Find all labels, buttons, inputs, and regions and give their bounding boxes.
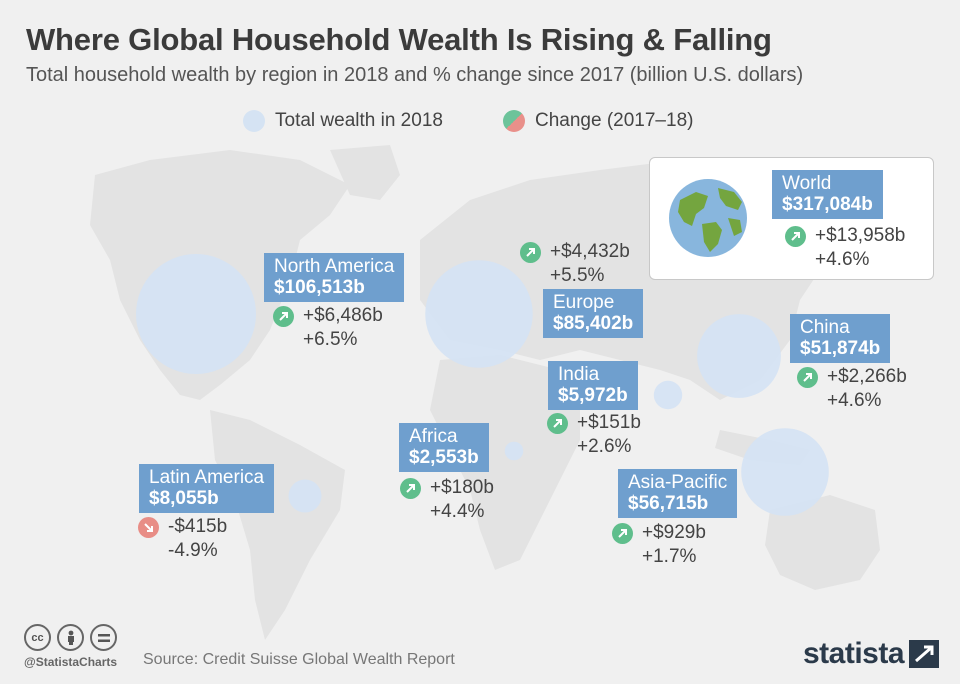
license-icons: cc <box>24 624 117 651</box>
region-value: $106,513b <box>274 277 365 298</box>
region-value: $56,715b <box>628 493 709 514</box>
statista-mark-icon <box>909 640 940 668</box>
globe-icon <box>669 179 747 257</box>
bubble-china <box>697 314 781 398</box>
change-africa: +$180b +4.4% <box>400 476 494 524</box>
region-name: China <box>800 317 850 338</box>
latin-america-shape <box>210 410 345 640</box>
arrow-up-icon <box>273 305 294 327</box>
bubble-latin-america <box>288 479 322 513</box>
region-change-pct: +4.6% <box>827 390 882 411</box>
region-change-value: +$6,486b <box>303 305 383 326</box>
world-summary-box: World $317,084b +$13,958b +4.6% <box>649 157 934 280</box>
world-value: $317,084b <box>782 194 873 215</box>
region-name: Africa <box>409 426 458 447</box>
cc-icon: cc <box>24 624 51 651</box>
region-change-value: +$2,266b <box>827 366 907 387</box>
world-label: World $317,084b <box>772 170 883 219</box>
region-change-value: +$4,432b <box>550 241 630 262</box>
region-value: $51,874b <box>800 338 881 359</box>
bubble-asia-pacific <box>741 428 829 516</box>
label-africa: Africa $2,553b <box>399 423 489 472</box>
arrow-up-icon <box>797 366 818 388</box>
change-asia-pacific: +$929b +1.7% <box>612 521 706 569</box>
label-india: India $5,972b <box>548 361 638 410</box>
change-north-america: +$6,486b +6.5% <box>273 304 383 352</box>
bubble-north-america <box>136 254 256 374</box>
change-india: +$151b +2.6% <box>547 411 641 459</box>
arrow-up-icon <box>520 241 541 263</box>
australia-shape <box>765 495 880 590</box>
wealth-dot-icon <box>243 110 265 132</box>
region-change-pct: -4.9% <box>168 540 218 561</box>
brand-text: statista <box>803 637 905 670</box>
greenland-shape <box>330 145 400 200</box>
arrow-down-icon <box>138 516 159 538</box>
source-note: Source: Credit Suisse Global Wealth Repo… <box>143 651 455 668</box>
region-change-pct: +1.7% <box>642 546 697 567</box>
bubble-india <box>653 380 683 410</box>
region-change-value: +$929b <box>642 522 706 543</box>
chart-title: Where Global Household Wealth Is Rising … <box>26 22 772 57</box>
chart-subtitle: Total household wealth by region in 2018… <box>26 64 804 86</box>
region-change-value: +$180b <box>430 477 494 498</box>
legend-change-label: Change (2017–18) <box>535 110 694 131</box>
label-china: China $51,874b <box>790 314 891 363</box>
region-value: $2,553b <box>409 447 479 468</box>
bubble-africa <box>504 441 524 461</box>
world-change: +$13,958b +4.6% <box>785 224 905 272</box>
region-name: North America <box>274 256 395 277</box>
region-name: Asia-Pacific <box>628 472 728 493</box>
change-china: +$2,266b +4.6% <box>797 365 907 413</box>
label-asia-pacific: Asia-Pacific $56,715b <box>618 469 738 518</box>
arrow-up-icon <box>400 477 421 499</box>
arrow-up-icon <box>785 225 806 247</box>
statista-logo[interactable]: statista <box>803 637 940 671</box>
label-latin-america: Latin America $8,055b <box>139 464 275 513</box>
world-name: World <box>782 173 832 194</box>
region-value: $85,402b <box>553 313 634 334</box>
bubble-europe <box>425 260 533 368</box>
region-change-pct: +2.6% <box>577 436 632 457</box>
region-name: Latin America <box>149 467 265 488</box>
legend-item-wealth: Total wealth in 2018 <box>243 108 443 134</box>
wealth-bubbles <box>136 254 829 516</box>
change-dot-icon <box>503 110 525 132</box>
region-value: $8,055b <box>149 488 219 509</box>
world-change-pct: +4.6% <box>815 249 870 270</box>
region-change-pct: +4.4% <box>430 501 485 522</box>
arrow-up-icon <box>547 412 568 434</box>
world-change-value: +$13,958b <box>815 225 906 246</box>
legend-item-change: Change (2017–18) <box>503 108 693 134</box>
region-name: Europe <box>553 292 615 313</box>
attribution-icon <box>57 624 84 651</box>
statista-handle: @StatistaCharts <box>24 655 118 669</box>
label-north-america: North America $106,513b <box>264 253 405 302</box>
region-change-value: +$151b <box>577 412 641 433</box>
region-change-pct: +6.5% <box>303 329 358 350</box>
region-value: $5,972b <box>558 385 628 406</box>
no-derivatives-icon <box>90 624 117 651</box>
label-europe: Europe $85,402b <box>543 289 644 338</box>
region-change-value: -$415b <box>168 516 228 537</box>
change-europe: +$4,432b +5.5% <box>520 240 630 288</box>
region-change-pct: +5.5% <box>550 265 605 286</box>
change-latin-america: -$415b -4.9% <box>138 515 227 563</box>
arrow-up-icon <box>612 522 633 544</box>
legend-wealth-label: Total wealth in 2018 <box>275 110 443 131</box>
region-name: India <box>558 364 600 385</box>
africa-shape <box>430 355 580 570</box>
